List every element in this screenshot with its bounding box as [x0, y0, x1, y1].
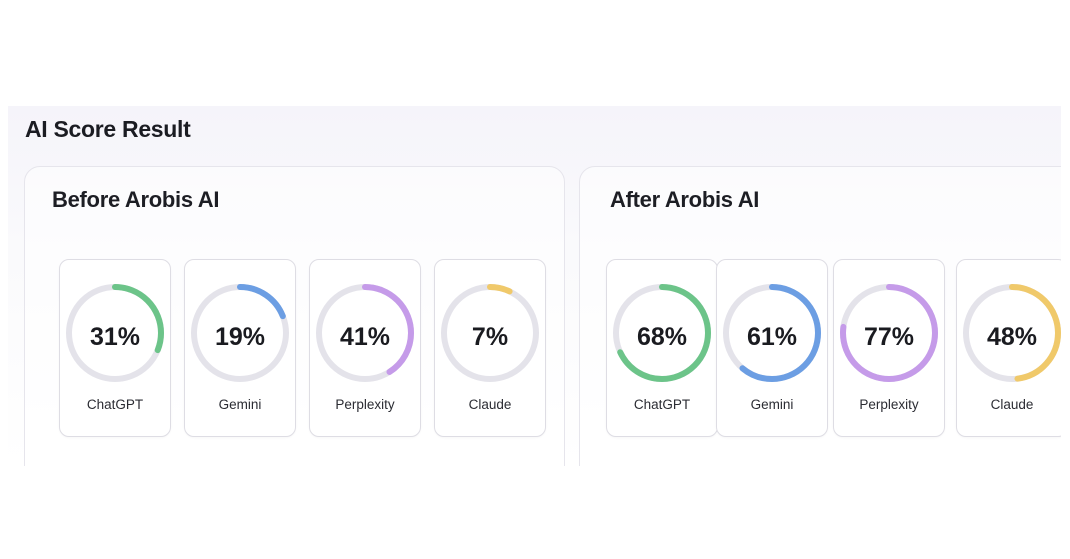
- before-donut-arc-chatgpt: [66, 284, 164, 382]
- after-card-chatgpt: 68% ChatGPT: [606, 259, 718, 437]
- ai-score-result-section: AI Score Result Before Arobis AI 31% Chat…: [8, 106, 1061, 466]
- before-category-label-gemini: Gemini: [218, 397, 262, 412]
- after-card-perplexity: 77% Perplexity: [833, 259, 945, 437]
- before-card-chatgpt: 31% ChatGPT: [59, 259, 171, 437]
- after-category-label-gemini: Gemini: [750, 397, 794, 412]
- page-title: AI Score Result: [25, 116, 191, 142]
- before-donut-arc-claude: [441, 284, 539, 382]
- before-value-label-claude: 7%: [471, 323, 509, 351]
- after-value-label-claude: 48%: [986, 323, 1038, 351]
- before-panel: Before Arobis AI 31% ChatGPT 19% Gemini 41% P…: [24, 166, 565, 466]
- after-donut-claude: [963, 284, 1061, 382]
- after-category-label-perplexity: Perplexity: [859, 397, 919, 412]
- before-card-claude: 7% Claude: [434, 259, 546, 437]
- before-card-perplexity: 41% Perplexity: [309, 259, 421, 437]
- before-value-label-perplexity: 41%: [339, 323, 391, 351]
- before-value-label-chatgpt: 31%: [89, 323, 141, 351]
- after-value-label-perplexity: 77%: [863, 323, 915, 351]
- before-card-gemini: 19% Gemini: [184, 259, 296, 437]
- before-donut-gemini: [191, 284, 289, 382]
- after-card-claude: 48% Claude: [956, 259, 1061, 437]
- before-donut-arc-perplexity: [316, 284, 414, 382]
- after-donut-perplexity: [840, 284, 938, 382]
- after-donut-gemini: [723, 284, 821, 382]
- before-donut-chatgpt: [66, 284, 164, 382]
- after-card-gemini: 61% Gemini: [716, 259, 828, 437]
- before-donut-arc-gemini: [191, 284, 289, 382]
- after-donut-arc-perplexity: [840, 284, 938, 382]
- after-donut-arc-chatgpt: [613, 284, 711, 382]
- before-donut-perplexity: [316, 284, 414, 382]
- after-panel: After Arobis AI 68% ChatGPT 61% Gemini 77% Pe…: [579, 166, 1061, 466]
- after-donut-chatgpt: [613, 284, 711, 382]
- after-donut-arc-gemini: [723, 284, 821, 382]
- before-donut-claude: [441, 284, 539, 382]
- before-category-label-perplexity: Perplexity: [335, 397, 395, 412]
- before-category-label-claude: Claude: [468, 397, 512, 412]
- after-category-label-chatgpt: ChatGPT: [633, 397, 691, 412]
- after-value-label-gemini: 61%: [746, 323, 798, 351]
- after-donut-arc-claude: [963, 284, 1061, 382]
- before-panel-title: Before Arobis AI: [52, 187, 220, 212]
- before-value-label-gemini: 19%: [214, 323, 266, 351]
- after-value-label-chatgpt: 68%: [636, 323, 688, 351]
- before-category-label-chatgpt: ChatGPT: [86, 397, 144, 412]
- after-panel-title: After Arobis AI: [610, 187, 760, 212]
- after-category-label-claude: Claude: [990, 397, 1034, 412]
